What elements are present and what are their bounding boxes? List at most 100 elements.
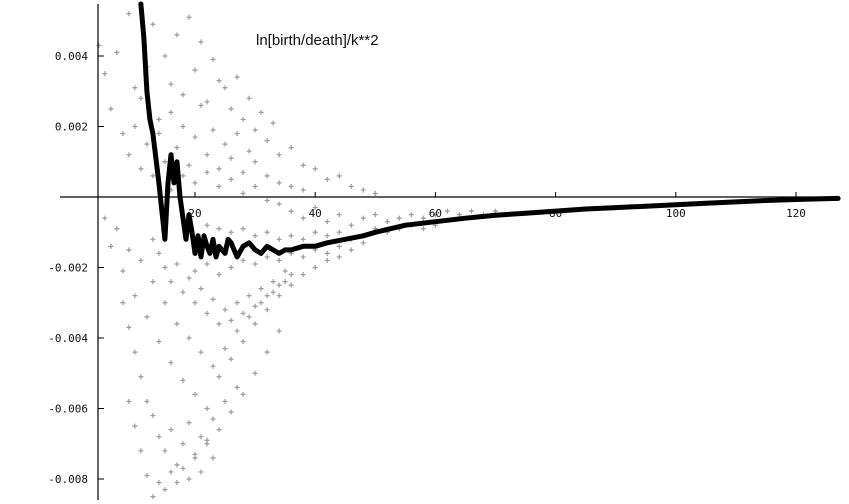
scatter-point xyxy=(336,243,342,249)
scatter-point xyxy=(180,441,186,447)
scatter-point xyxy=(324,250,330,256)
scatter-point xyxy=(180,465,186,471)
scatter-point xyxy=(216,226,222,232)
scatter-point xyxy=(216,78,222,84)
scatter-point xyxy=(252,159,258,165)
scatter-point xyxy=(150,494,156,500)
scatter-point xyxy=(288,282,294,288)
scatter-point xyxy=(264,173,270,179)
scatter-point xyxy=(162,300,168,306)
scatter-point xyxy=(276,152,282,158)
x-tick-label: 40 xyxy=(309,207,322,220)
scatter-point xyxy=(198,469,204,475)
scatter-point xyxy=(432,212,438,218)
scatter-point xyxy=(180,377,186,383)
scatter-point xyxy=(174,321,180,327)
scatter-point xyxy=(126,324,132,330)
x-tick-label: 100 xyxy=(666,207,686,220)
scatter-point xyxy=(180,173,186,179)
scatter-point xyxy=(228,409,234,415)
scatter-point xyxy=(126,247,132,253)
scatter-point xyxy=(234,300,240,306)
scatter-point xyxy=(258,109,264,115)
scatter-point xyxy=(240,116,246,122)
scatter-point xyxy=(216,183,222,189)
x-tick-label: 120 xyxy=(786,207,806,220)
scatter-point xyxy=(186,476,192,482)
scatter-point xyxy=(420,215,426,221)
scatter-point xyxy=(186,275,192,281)
scatter-point xyxy=(144,398,150,404)
scatter-point xyxy=(276,293,282,299)
scatter-point xyxy=(210,57,216,63)
scatter-point xyxy=(168,427,174,433)
scatter-point xyxy=(198,349,204,355)
scatter-point xyxy=(222,398,228,404)
scatter-point xyxy=(360,240,366,246)
scatter-point xyxy=(240,226,246,232)
scatter-point xyxy=(300,187,306,193)
scatter-point xyxy=(360,215,366,221)
y-tick-label: -0.002 xyxy=(48,262,88,275)
scatter-point xyxy=(312,205,318,211)
scatter-series xyxy=(96,11,498,500)
scatter-point xyxy=(234,328,240,334)
scatter-point xyxy=(264,307,270,313)
scatter-point xyxy=(180,92,186,98)
scatter-point xyxy=(258,286,264,292)
scatter-point xyxy=(132,293,138,299)
scatter-point xyxy=(150,236,156,242)
scatter-point xyxy=(186,335,192,341)
scatter-point xyxy=(138,166,144,172)
scatter-point xyxy=(246,293,252,299)
scatter-point xyxy=(162,159,168,165)
scatter-point xyxy=(456,212,462,218)
scatter-point xyxy=(162,448,168,454)
scatter-point xyxy=(288,208,294,214)
scatter-point xyxy=(240,391,246,397)
scatter-point xyxy=(276,236,282,242)
scatter-point xyxy=(282,279,288,285)
scatter-point xyxy=(252,183,258,189)
scatter-point xyxy=(120,131,126,137)
scatter-point xyxy=(198,434,204,440)
scatter-point xyxy=(120,300,126,306)
scatter-point xyxy=(150,173,156,179)
scatter-point xyxy=(228,155,234,161)
scatter-point xyxy=(126,152,132,158)
scatter-point xyxy=(150,279,156,285)
scatter-point xyxy=(324,257,330,263)
scatter-point xyxy=(210,455,216,461)
scatter-point xyxy=(300,254,306,260)
scatter-point xyxy=(168,109,174,115)
scatter-point xyxy=(384,219,390,225)
scatter-point xyxy=(108,243,114,249)
scatter-point xyxy=(240,310,246,316)
scatter-point xyxy=(216,427,222,433)
scatter-point xyxy=(420,226,426,232)
scatter-point xyxy=(252,261,258,267)
scatter-point xyxy=(264,349,270,355)
scatter-point xyxy=(168,360,174,366)
scatter-point xyxy=(300,236,306,242)
scatter-point xyxy=(162,265,168,270)
scatter-point xyxy=(132,349,138,355)
scatter-point xyxy=(210,127,216,133)
scatter-point xyxy=(312,265,318,270)
scatter-point xyxy=(180,289,186,295)
scatter-point xyxy=(240,169,246,175)
scatter-point xyxy=(348,222,354,228)
scatter-point xyxy=(222,85,228,91)
scatter-point xyxy=(210,296,216,302)
scatter-point xyxy=(396,215,402,221)
scatter-point xyxy=(252,233,258,239)
scatter-point xyxy=(372,212,378,218)
scatter-point xyxy=(372,190,378,196)
scatter-point xyxy=(192,67,198,73)
scatter-point xyxy=(138,257,144,263)
scatter-point xyxy=(132,124,138,129)
scatter-point xyxy=(138,95,144,101)
scatter-point xyxy=(228,176,234,182)
scatter-point xyxy=(168,279,174,285)
scatter-point xyxy=(234,74,240,80)
